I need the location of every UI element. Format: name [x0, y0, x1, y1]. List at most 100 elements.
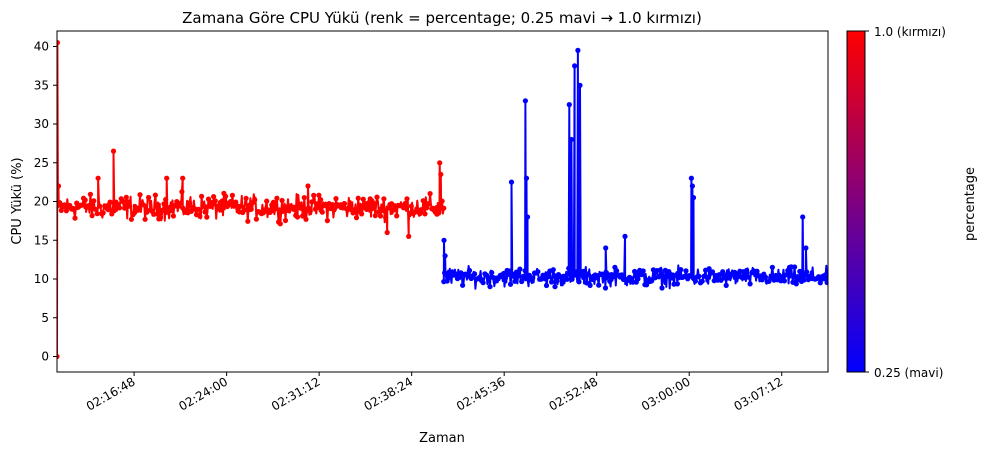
- data-point: [408, 203, 414, 209]
- data-point: [111, 208, 117, 214]
- data-point: [549, 279, 555, 285]
- data-point: [252, 197, 258, 203]
- data-point: [394, 213, 400, 219]
- data-point: [522, 98, 529, 104]
- y-tick-label: 40: [34, 40, 49, 54]
- data-point: [379, 208, 385, 214]
- x-tick-label: 03:00:00: [639, 374, 693, 413]
- x-axis-label: Zaman: [419, 431, 465, 446]
- data-point: [614, 268, 620, 274]
- data-point: [689, 183, 696, 189]
- data-point: [657, 267, 663, 273]
- data-point: [632, 268, 638, 275]
- data-point: [374, 194, 380, 200]
- data-point: [243, 195, 249, 201]
- colorbar-max-label: 1.0 (kırmızı): [874, 25, 946, 39]
- data-point: [659, 285, 665, 291]
- y-tick-label: 10: [34, 272, 49, 286]
- x-tick-label: 02:16:48: [84, 374, 138, 413]
- data-point: [301, 195, 307, 201]
- data-point: [640, 268, 646, 274]
- data-point: [352, 207, 358, 213]
- data-point: [95, 175, 101, 181]
- data-point: [622, 233, 628, 239]
- data-point: [674, 281, 681, 287]
- data-point: [487, 284, 493, 290]
- data-point: [460, 282, 466, 288]
- data-point: [57, 200, 63, 206]
- data-point: [716, 272, 722, 278]
- data-point: [437, 160, 443, 166]
- data-point: [601, 274, 607, 280]
- data-point: [543, 282, 550, 289]
- data-point: [566, 265, 572, 271]
- data-point: [572, 63, 578, 69]
- y-tick-label: 35: [34, 78, 49, 92]
- data-point: [324, 218, 330, 224]
- data-point: [110, 148, 117, 154]
- data-point: [568, 136, 575, 143]
- data-point: [781, 278, 788, 284]
- data-point: [57, 353, 60, 360]
- data-point: [204, 214, 210, 220]
- data-point: [152, 192, 158, 198]
- data-point: [402, 200, 408, 206]
- series-line-1: [442, 49, 828, 290]
- data-point: [371, 200, 377, 206]
- data-point: [427, 191, 433, 197]
- data-point: [105, 207, 111, 213]
- data-point: [309, 199, 315, 205]
- data-point: [91, 198, 97, 204]
- y-tick-label: 15: [34, 233, 49, 247]
- data-point: [709, 269, 716, 275]
- data-point: [122, 205, 128, 211]
- x-tick-label: 02:24:00: [176, 374, 230, 413]
- data-point: [355, 195, 361, 201]
- data-point: [357, 202, 363, 208]
- data-point: [86, 203, 92, 209]
- data-point: [754, 268, 760, 274]
- data-point: [420, 198, 426, 204]
- data-point: [58, 207, 64, 213]
- data-point: [425, 201, 431, 207]
- data-point: [797, 268, 803, 274]
- data-point: [314, 201, 320, 207]
- data-point: [542, 276, 548, 282]
- data-point: [212, 198, 218, 204]
- data-point: [154, 211, 160, 217]
- data-point: [202, 209, 208, 215]
- data-point: [706, 266, 712, 272]
- x-tick-label: 03:07:12: [732, 374, 786, 413]
- data-point: [690, 195, 697, 201]
- data-point: [644, 282, 650, 288]
- data-point: [480, 280, 486, 286]
- data-point: [187, 200, 193, 206]
- data-point: [723, 282, 729, 288]
- data-point: [596, 282, 602, 288]
- y-tick-label: 5: [41, 311, 49, 325]
- data-point: [602, 285, 609, 291]
- data-point: [575, 47, 581, 54]
- data-point: [233, 199, 239, 205]
- data-point: [603, 245, 609, 251]
- data-point: [683, 268, 689, 274]
- y-tick-label: 25: [34, 156, 49, 170]
- data-point: [199, 193, 205, 199]
- data-point: [696, 273, 702, 279]
- data-point: [607, 278, 613, 284]
- data-point: [270, 199, 277, 205]
- data-point: [649, 278, 655, 284]
- data-point: [341, 201, 348, 207]
- data-point: [739, 274, 745, 280]
- data-point: [661, 275, 667, 281]
- data-point: [79, 202, 85, 208]
- data-point: [441, 237, 447, 243]
- y-tick-label: 30: [34, 117, 49, 131]
- data-point: [747, 281, 753, 287]
- data-point: [489, 270, 495, 276]
- data-point: [406, 233, 412, 239]
- data-point: [573, 269, 580, 275]
- data-point: [517, 266, 523, 272]
- data-point: [744, 267, 750, 273]
